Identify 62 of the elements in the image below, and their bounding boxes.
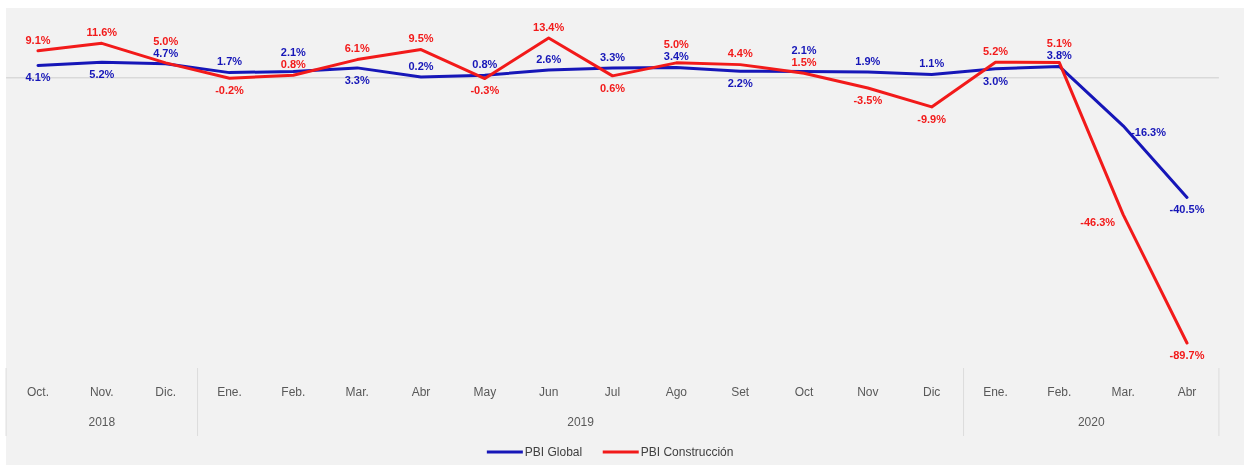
data-label: 9.5% xyxy=(408,32,434,45)
x-tick-label: Jun xyxy=(538,385,559,400)
data-label: 2.1% xyxy=(791,44,817,57)
x-tick-label: Ene. xyxy=(217,385,242,400)
data-label: 0.2% xyxy=(408,59,434,72)
text: 2019 xyxy=(567,415,595,430)
x-tick-label: Oct. xyxy=(26,385,50,400)
data-label: 4.4% xyxy=(727,47,753,60)
data-label: 3.3% xyxy=(344,73,370,86)
data-label: 1.9% xyxy=(855,54,881,67)
data-label: 4.7% xyxy=(153,46,179,59)
x-tick-label: Feb. xyxy=(281,385,306,400)
data-label: 1.7% xyxy=(216,55,243,68)
x-tick-label: Jul xyxy=(604,385,621,400)
x-tick-label: Abr xyxy=(1177,385,1197,400)
data-label: -3.5% xyxy=(853,93,883,106)
legend-label: PBI Global xyxy=(524,445,583,460)
data-label: 0.6% xyxy=(599,81,626,94)
x-tick-label: Nov xyxy=(857,385,879,400)
x-tick-label: Dic. xyxy=(155,385,176,400)
data-label: -0.3% xyxy=(470,84,500,97)
data-label: -9.9% xyxy=(917,112,947,125)
data-label: 5.0% xyxy=(663,38,690,51)
data-label: 0.8% xyxy=(472,58,498,71)
text: 2020 xyxy=(1077,415,1105,430)
data-label: -16.3% xyxy=(1131,125,1167,138)
data-label: 5.0% xyxy=(153,34,179,47)
x-tick-label: Dic xyxy=(922,385,941,400)
data-label: -89.7% xyxy=(1169,348,1205,361)
x-tick-label: Mar. xyxy=(1111,385,1135,400)
data-label: 13.4% xyxy=(533,20,565,33)
text: 2018 xyxy=(88,415,116,430)
data-label: 3.4% xyxy=(663,50,690,63)
x-tick-label: Ago xyxy=(665,385,688,400)
legend-label: PBI Construcción xyxy=(640,445,734,460)
data-label: 3.8% xyxy=(1046,49,1073,62)
data-label: 3.3% xyxy=(599,50,626,63)
x-tick-label: May xyxy=(473,385,497,400)
x-tick-label: Feb. xyxy=(1047,385,1072,400)
data-label: 5.1% xyxy=(1046,37,1073,50)
data-label: 9.1% xyxy=(25,33,51,46)
x-tick-label: Abr xyxy=(411,385,431,400)
data-label: 2.1% xyxy=(280,46,307,59)
x-tick-label: Nov. xyxy=(89,385,114,400)
data-label: -40.5% xyxy=(1169,203,1205,216)
x-tick-label: Mar. xyxy=(345,385,369,400)
x-tick-label: Ene. xyxy=(983,385,1008,400)
data-label: -46.3% xyxy=(1080,216,1116,229)
data-label: 1.1% xyxy=(919,57,945,70)
data-label: 2.2% xyxy=(727,76,753,89)
data-label: 3.0% xyxy=(982,74,1009,87)
data-label: 11.6% xyxy=(86,26,118,39)
data-label: 2.6% xyxy=(536,52,562,65)
data-label: 4.1% xyxy=(25,71,51,84)
data-label: 5.2% xyxy=(89,68,115,81)
x-tick-label: Set xyxy=(731,385,750,400)
data-label: -0.2% xyxy=(215,84,245,97)
data-label: 1.5% xyxy=(791,56,817,69)
data-label: 6.1% xyxy=(344,42,370,55)
x-tick-label: Oct xyxy=(794,385,814,400)
data-label: 0.8% xyxy=(280,58,307,71)
data-label: 5.2% xyxy=(982,45,1009,58)
